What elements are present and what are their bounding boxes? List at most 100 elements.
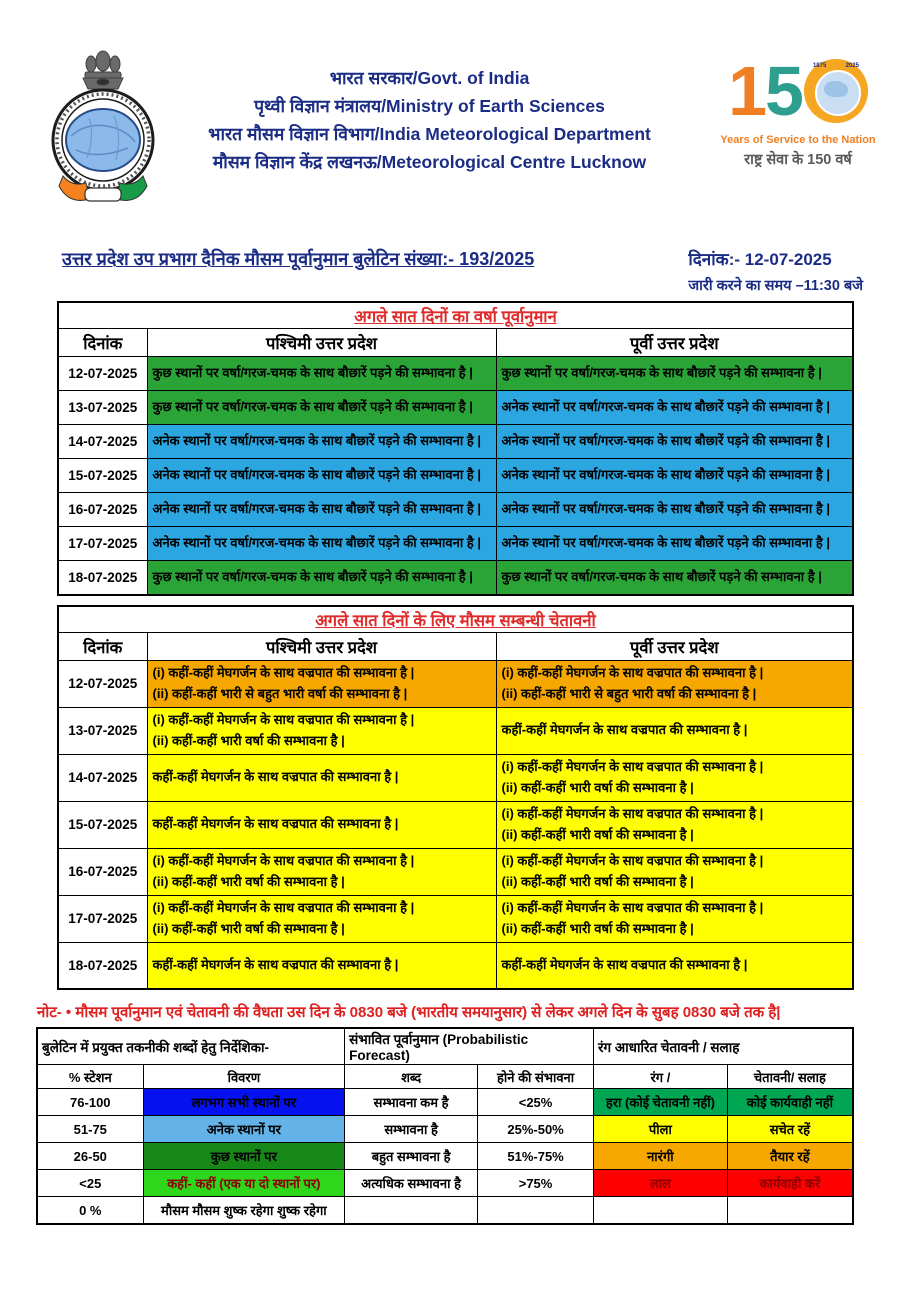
legend-col-desc: विवरण bbox=[142, 1064, 346, 1089]
warning-row: 17-07-2025 (i) कहीं-कहीं मेघगर्जन के साथ… bbox=[57, 894, 854, 943]
forecast-date: 13-07-2025 bbox=[57, 390, 148, 425]
warning-cell-east: (i) कहीं-कहीं मेघगर्जन के साथ वज्रपात की… bbox=[495, 659, 854, 708]
legend-pct: 51-75 bbox=[36, 1115, 144, 1143]
legend-desc: अनेक स्थानों पर bbox=[142, 1115, 346, 1143]
forecast-row: 12-07-2025 कुछ स्थानों पर वर्षा/गरज-चमक … bbox=[57, 356, 854, 391]
forecast-col-east: पूर्वी उत्तर प्रदेश bbox=[495, 328, 854, 357]
warning-cell-west: कहीं-कहीं मेघगर्जन के साथ वज्रपात की सम्… bbox=[146, 800, 497, 849]
warning-col-east: पूर्वी उत्तर प्रदेश bbox=[495, 631, 854, 661]
warning-cell-east: कहीं-कहीं मेघगर्जन के साथ वज्रपात की सम्… bbox=[495, 706, 854, 755]
logo-150-digit-5: 5 bbox=[765, 52, 804, 130]
legend-pct: 76-100 bbox=[36, 1088, 144, 1116]
legend-desc: लगभग सभी स्थानों पर bbox=[142, 1088, 346, 1116]
legend-group-color-advice: रंग आधारित चेतावनी / सलाह bbox=[592, 1027, 854, 1065]
bulletin-title: उत्तर प्रदेश उप प्रभाग दैनिक मौसम पूर्वा… bbox=[62, 249, 535, 269]
bulletin-date: दिनांक:- 12-07-2025 bbox=[688, 250, 832, 269]
forecast-row: 16-07-2025 अनेक स्थानों पर वर्षा/गरज-चमक… bbox=[57, 492, 854, 527]
forecast-cell-east: कुछ स्थानों पर वर्षा/गरज-चमक के साथ बौछा… bbox=[495, 356, 854, 391]
forecast-date: 15-07-2025 bbox=[57, 458, 148, 493]
forecast-row: 17-07-2025 अनेक स्थानों पर वर्षा/गरज-चमक… bbox=[57, 526, 854, 561]
legend-color-name: हरा (कोई चेतावनी नहीं) bbox=[592, 1088, 728, 1116]
legend-advice: सचेत रहें bbox=[726, 1115, 854, 1143]
legend-col-word: शब्द bbox=[344, 1064, 479, 1089]
forecast-cell-west: कुछ स्थानों पर वर्षा/गरज-चमक के साथ बौछा… bbox=[146, 560, 497, 595]
warning-row: 13-07-2025 (i) कहीं-कहीं मेघगर्जन के साथ… bbox=[57, 706, 854, 755]
warning-row: 16-07-2025 (i) कहीं-कहीं मेघगर्जन के साथ… bbox=[57, 847, 854, 896]
forecast-date: 12-07-2025 bbox=[57, 356, 148, 391]
legend-group-header-row: बुलेटिन में प्रयुक्त तकनीकी शब्दों हेतु … bbox=[36, 1027, 854, 1065]
legend-advice: कार्यवाही करें bbox=[726, 1169, 854, 1197]
forecast-cell-east: अनेक स्थानों पर वर्षा/गरज-चमक के साथ बौछ… bbox=[495, 526, 854, 561]
forecast-table: अगले सात दिनों का वर्षा पूर्वानुमान दिना… bbox=[57, 301, 854, 596]
legend-pct: 0 % bbox=[36, 1196, 144, 1225]
warning-row: 14-07-2025 कहीं-कहीं मेघगर्जन के साथ वज्… bbox=[57, 753, 854, 802]
org-line-imd: भारत मौसम विज्ञान विभाग/India Meteorolog… bbox=[208, 124, 651, 144]
legend-col-pct: % स्टेशन bbox=[36, 1064, 144, 1089]
warning-date: 14-07-2025 bbox=[57, 753, 148, 802]
warning-date: 12-07-2025 bbox=[57, 659, 148, 708]
forecast-row: 13-07-2025 कुछ स्थानों पर वर्षा/गरज-चमक … bbox=[57, 390, 854, 425]
forecast-cell-east: अनेक स्थानों पर वर्षा/गरज-चमक के साथ बौछ… bbox=[495, 424, 854, 459]
warning-cell-west: (i) कहीं-कहीं मेघगर्जन के साथ वज्रपात की… bbox=[146, 894, 497, 943]
forecast-cell-west: अनेक स्थानों पर वर्षा/गरज-चमक के साथ बौछ… bbox=[146, 458, 497, 493]
forecast-date: 18-07-2025 bbox=[57, 560, 148, 595]
warning-date: 16-07-2025 bbox=[57, 847, 148, 896]
legend-row: 0 % मौसम मौसम शुष्क रहेगा शुष्क रहेगा bbox=[36, 1196, 854, 1225]
logo-150-years: 1 5 1875 2025 Years of Service to the Na… bbox=[691, 46, 905, 169]
legend-col-color: रंग / bbox=[592, 1064, 728, 1089]
legend-prob bbox=[477, 1196, 594, 1225]
warning-col-date: दिनांक bbox=[57, 631, 148, 661]
legend-table: बुलेटिन में प्रयुक्त तकनीकी शब्दों हेतु … bbox=[36, 1027, 854, 1225]
imd-emblem bbox=[44, 46, 168, 231]
warning-table-title-row: अगले सात दिनों के लिए मौसम सम्बन्धी चेता… bbox=[57, 605, 854, 633]
forecast-table-title: अगले सात दिनों का वर्षा पूर्वानुमान bbox=[354, 308, 557, 326]
org-line-ministry: पृथ्वी विज्ञान मंत्रालय/Ministry of Eart… bbox=[254, 96, 605, 116]
forecast-cell-west: अनेक स्थानों पर वर्षा/गरज-चमक के साथ बौछ… bbox=[146, 526, 497, 561]
warning-table-header-row: दिनांक पश्चिमी उत्तर प्रदेश पूर्वी उत्तर… bbox=[57, 631, 854, 661]
warning-cell-east: (i) कहीं-कहीं मेघगर्जन के साथ वज्रपात की… bbox=[495, 894, 854, 943]
legend-word: सम्भावना कम है bbox=[344, 1088, 479, 1116]
warning-cell-west: (i) कहीं-कहीं मेघगर्जन के साथ वज्रपात की… bbox=[146, 659, 497, 708]
legend-color-name bbox=[592, 1196, 728, 1225]
legend-prob: <25% bbox=[477, 1088, 594, 1116]
bulletin-title-bar: उत्तर प्रदेश उप प्रभाग दैनिक मौसम पूर्वा… bbox=[62, 247, 863, 295]
warning-table-title: अगले सात दिनों के लिए मौसम सम्बन्धी चेता… bbox=[315, 611, 596, 630]
logo-150-digits: 1 5 1875 2025 bbox=[691, 52, 905, 130]
legend-prob: 51%-75% bbox=[477, 1142, 594, 1170]
legend-advice bbox=[726, 1196, 854, 1225]
legend-group-terms: बुलेटिन में प्रयुक्त तकनीकी शब्दों हेतु … bbox=[36, 1027, 346, 1065]
forecast-cell-west: कुछ स्थानों पर वर्षा/गरज-चमक के साथ बौछा… bbox=[146, 390, 497, 425]
forecast-row: 15-07-2025 अनेक स्थानों पर वर्षा/गरज-चमक… bbox=[57, 458, 854, 493]
legend-advice: तैयार रहें bbox=[726, 1142, 854, 1170]
header: भारत सरकार/Govt. of India पृथ्वी विज्ञान… bbox=[0, 0, 919, 231]
legend-prob: 25%-50% bbox=[477, 1115, 594, 1143]
legend-word bbox=[344, 1196, 479, 1225]
org-title-block: भारत सरकार/Govt. of India पृथ्वी विज्ञान… bbox=[168, 46, 691, 178]
imd-emblem-icon bbox=[51, 50, 155, 202]
forecast-cell-west: कुछ स्थानों पर वर्षा/गरज-चमक के साथ बौछा… bbox=[146, 356, 497, 391]
legend-advice: कोई कार्यवाही नहीं bbox=[726, 1088, 854, 1116]
forecast-col-date: दिनांक bbox=[57, 328, 148, 357]
legend-color-name: नारंगी bbox=[592, 1142, 728, 1170]
legend-row: <25 कहीं- कहीं (एक या दो स्थानों पर) अत्… bbox=[36, 1169, 854, 1197]
warning-row: 18-07-2025 कहीं-कहीं मेघगर्जन के साथ वज्… bbox=[57, 941, 854, 990]
legend-color-name: पीला bbox=[592, 1115, 728, 1143]
legend-row: 76-100 लगभग सभी स्थानों पर सम्भावना कम ह… bbox=[36, 1088, 854, 1116]
legend-pct: 26-50 bbox=[36, 1142, 144, 1170]
warning-cell-east: (i) कहीं-कहीं मेघगर्जन के साथ वज्रपात की… bbox=[495, 800, 854, 849]
warning-date: 13-07-2025 bbox=[57, 706, 148, 755]
bulletin-date-block: दिनांक:- 12-07-2025 जारी करने का समय –11… bbox=[668, 247, 863, 295]
forecast-row: 18-07-2025 कुछ स्थानों पर वर्षा/गरज-चमक … bbox=[57, 560, 854, 595]
warning-date: 18-07-2025 bbox=[57, 941, 148, 990]
forecast-table-header-row: दिनांक पश्चिमी उत्तर प्रदेश पूर्वी उत्तर… bbox=[57, 328, 854, 357]
forecast-cell-east: अनेक स्थानों पर वर्षा/गरज-चमक के साथ बौछ… bbox=[495, 492, 854, 527]
logo-150-globe-inner bbox=[814, 70, 861, 116]
logo-150-years-ring: 1875 2025 bbox=[804, 63, 868, 69]
warning-date: 15-07-2025 bbox=[57, 800, 148, 849]
warning-cell-west: (i) कहीं-कहीं मेघगर्जन के साथ वज्रपात की… bbox=[146, 847, 497, 896]
forecast-col-west: पश्चिमी उत्तर प्रदेश bbox=[146, 328, 497, 357]
legend-row: 26-50 कुछ स्थानों पर बहुत सम्भावना है 51… bbox=[36, 1142, 854, 1170]
warning-date: 17-07-2025 bbox=[57, 894, 148, 943]
warning-cell-west: कहीं-कहीं मेघगर्जन के साथ वज्रपात की सम्… bbox=[146, 753, 497, 802]
